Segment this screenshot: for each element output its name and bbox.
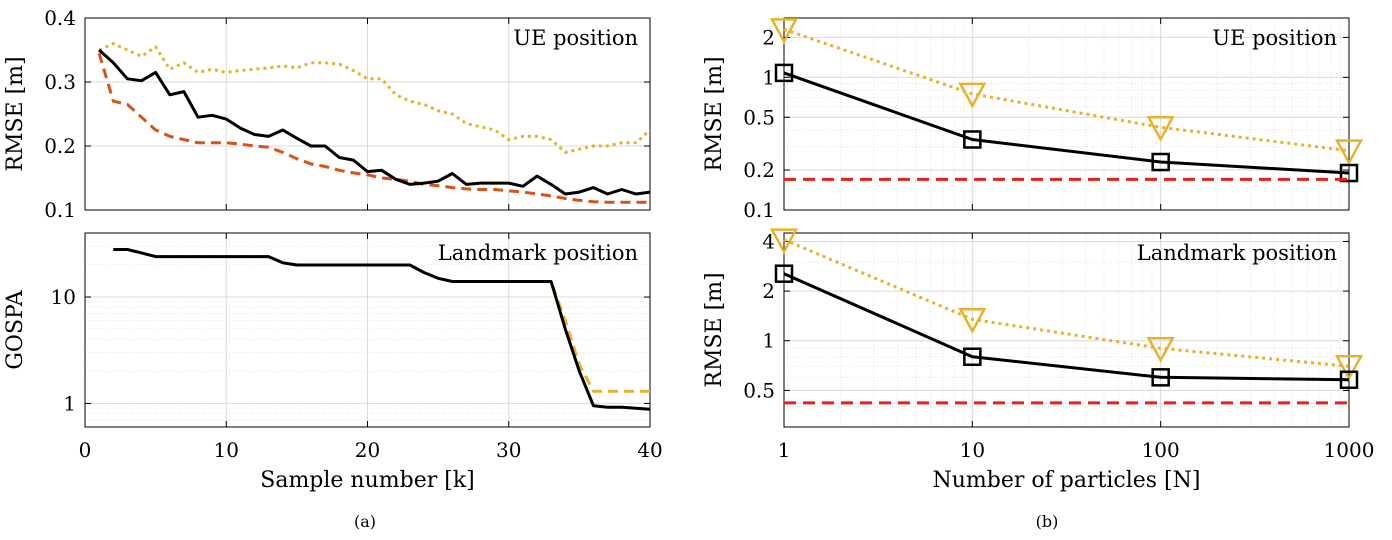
data-point bbox=[963, 130, 982, 149]
x-tick-label: 10 bbox=[214, 438, 239, 462]
series-line bbox=[783, 272, 1350, 382]
panel-a-top: 0.1 0.2 0.3 0.4 RMSE [m] UE position bbox=[3, 6, 652, 222]
panel-b-bottom: 1 10 100 1000 0.5 1 2 4 RMSE [m] Number of partic… bbox=[702, 228, 1375, 493]
y-tick-label: 4 bbox=[762, 229, 775, 253]
y-tick-label: 2 bbox=[762, 25, 775, 49]
series-line bbox=[98, 42, 652, 154]
x-tick-label: 0 bbox=[79, 438, 92, 462]
x-axis-label: Sample number [k] bbox=[260, 468, 475, 493]
y-tick-label: 0.5 bbox=[743, 378, 775, 402]
y-axis-label: GOSPA bbox=[3, 289, 28, 369]
data-point bbox=[1146, 116, 1175, 142]
y-tick-label: 1 bbox=[63, 391, 76, 415]
panel-annotation: UE position bbox=[1212, 26, 1337, 50]
axes-frame bbox=[783, 232, 1350, 428]
series-line bbox=[98, 48, 651, 196]
x-tick-label: 20 bbox=[355, 438, 380, 462]
y-tick-label: 0.2 bbox=[44, 134, 76, 158]
panel-a-bottom: 0 10 20 30 40 1 10 GOSPA Sample number [k] Landma… bbox=[3, 232, 663, 493]
y-tick-label: 1 bbox=[762, 329, 775, 353]
panel-annotation: Landmark position bbox=[1137, 241, 1337, 265]
data-point bbox=[1151, 152, 1170, 172]
y-tick-label: 2 bbox=[762, 279, 775, 303]
data-point bbox=[963, 347, 982, 366]
data-point bbox=[958, 82, 987, 109]
panel-b-top: 0.1 0.2 0.5 1 2 RMSE [m] UE position bbox=[702, 17, 1364, 222]
y-tick-label: 10 bbox=[51, 285, 76, 309]
y-axis-label: RMSE [m] bbox=[3, 56, 28, 171]
data-point bbox=[1334, 355, 1364, 381]
y-tick-label: 0.4 bbox=[44, 6, 76, 30]
y-tick-label: 0.3 bbox=[44, 70, 76, 94]
y-tick-label: 0.1 bbox=[44, 198, 76, 222]
data-point bbox=[1339, 370, 1359, 390]
x-tick-label: 1000 bbox=[1324, 438, 1375, 462]
caption-a: (a) bbox=[353, 512, 377, 531]
data-point bbox=[958, 308, 987, 334]
data-point bbox=[1339, 163, 1359, 183]
series-line bbox=[783, 71, 1350, 175]
series-line bbox=[783, 27, 1350, 153]
data-point bbox=[1146, 337, 1175, 363]
data-point bbox=[774, 63, 794, 83]
x-tick-label: 30 bbox=[496, 438, 521, 462]
series-line bbox=[113, 248, 650, 393]
data-point bbox=[769, 18, 799, 44]
x-tick-label: 100 bbox=[1142, 438, 1180, 462]
y-tick-label: 0.5 bbox=[743, 105, 775, 129]
panel-annotation: Landmark position bbox=[438, 241, 638, 265]
series-line bbox=[97, 52, 650, 204]
y-axis-label: RMSE [m] bbox=[702, 272, 727, 387]
y-tick-label: 0.2 bbox=[743, 158, 775, 182]
axes-frame bbox=[783, 17, 1350, 211]
x-tick-label: 40 bbox=[637, 438, 662, 462]
caption-b: (b) bbox=[1035, 512, 1059, 531]
data-point bbox=[769, 228, 799, 255]
x-tick-label: 10 bbox=[960, 438, 985, 462]
panel-annotation: UE position bbox=[513, 26, 638, 50]
series-line bbox=[113, 248, 651, 411]
y-tick-label: 0.1 bbox=[743, 198, 775, 222]
x-tick-label: 1 bbox=[778, 438, 791, 462]
data-point bbox=[774, 264, 794, 283]
x-axis-label: Number of particles [N] bbox=[933, 468, 1201, 493]
y-tick-label: 1 bbox=[762, 65, 775, 89]
data-point bbox=[1151, 368, 1170, 387]
data-point bbox=[1334, 139, 1364, 166]
y-axis-label: RMSE [m] bbox=[702, 56, 727, 171]
